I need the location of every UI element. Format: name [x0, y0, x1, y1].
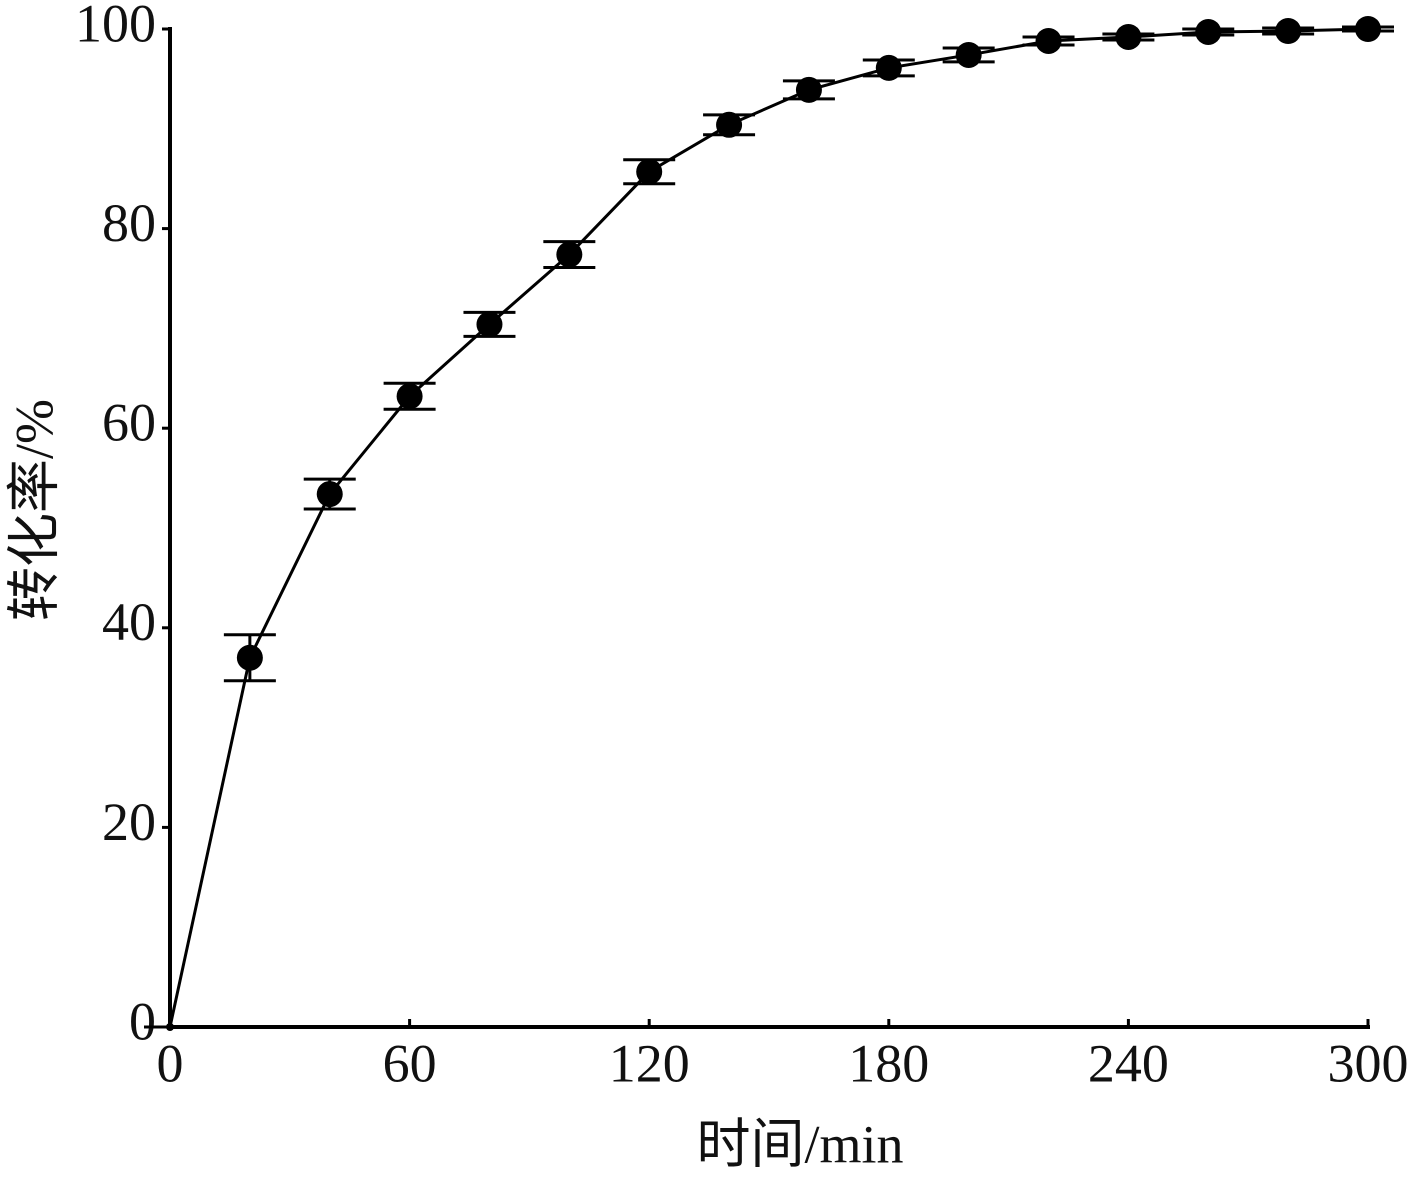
- x-axis-label: 时间/min: [696, 1114, 903, 1174]
- data-point: [1355, 16, 1381, 42]
- y-tick-label: 0: [129, 991, 156, 1051]
- data-point: [875, 54, 902, 81]
- data-point: [636, 158, 663, 185]
- x-tick-label: 120: [609, 1033, 690, 1093]
- data-point: [166, 1023, 174, 1031]
- y-axis-label: 转化率/%: [4, 399, 64, 621]
- data-point: [316, 481, 343, 508]
- y-tick-label: 40: [102, 592, 156, 652]
- data-point: [1275, 17, 1302, 44]
- y-tick-label: 80: [102, 193, 156, 253]
- x-tick-label: 300: [1328, 1033, 1409, 1093]
- data-point: [476, 311, 503, 338]
- data-point: [795, 76, 822, 103]
- x-tick-label: 240: [1088, 1033, 1169, 1093]
- data-line: [168, 27, 1369, 1028]
- data-point: [955, 41, 982, 68]
- data-point: [236, 644, 263, 671]
- data-point: [1115, 23, 1142, 50]
- x-tick-label: 180: [848, 1033, 929, 1093]
- x-tick-label: 0: [157, 1033, 184, 1093]
- data-point: [1195, 18, 1222, 45]
- data-point: [716, 111, 743, 138]
- y-tick-label: 20: [102, 792, 156, 852]
- y-tick-label: 100: [75, 0, 156, 53]
- data-point: [396, 383, 423, 410]
- x-tick-label: 60: [383, 1033, 437, 1093]
- data-point: [556, 241, 583, 268]
- data-point: [1035, 27, 1062, 54]
- y-tick-label: 60: [102, 393, 156, 453]
